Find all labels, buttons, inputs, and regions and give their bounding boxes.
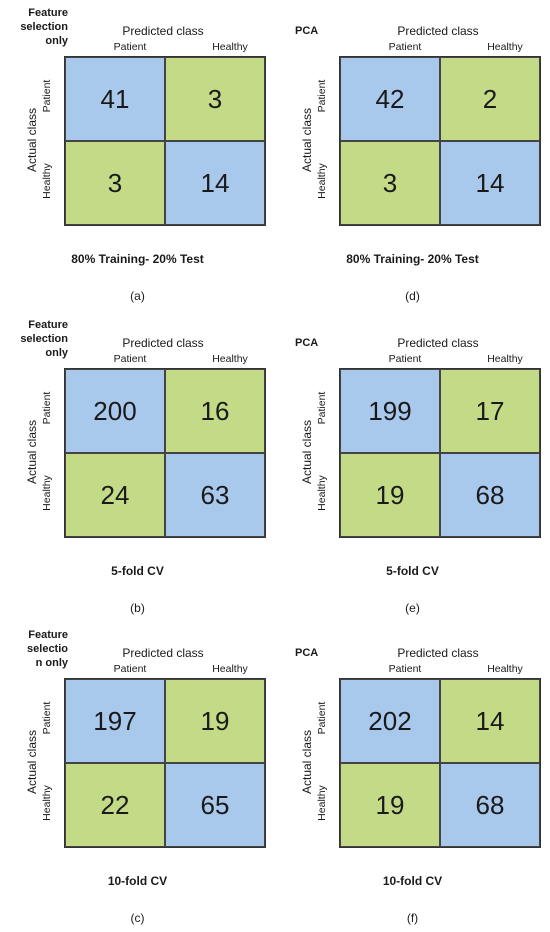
cell-true-healthy: 14 [165,141,265,225]
confusion-matrix-panel: PCA Predicted class Patient Healthy Actu… [275,622,550,932]
actual-class-label: Actual class [300,729,314,795]
actual-class-label: Actual class [25,419,39,485]
cell-false-patient: 22 [65,763,165,847]
validation-scheme-label: 5-fold CV [111,564,164,578]
panel-sublabel: (a) [130,289,145,303]
cell-false-patient: 19 [340,453,440,537]
validation-scheme-label: 80% Training- 20% Test [71,252,204,266]
cell-false-healthy: 16 [165,369,265,453]
method-label: Feature selection only [20,7,68,47]
confusion-matrix: 42 2 3 14 [339,56,541,226]
column-label-healthy: Healthy [212,663,248,675]
confusion-matrix: 202 14 19 68 [339,678,541,848]
actual-class-label: Actual class [25,729,39,795]
confusion-matrix-panel: PCA Predicted class Patient Healthy Actu… [275,312,550,622]
panel-sublabel: (d) [405,289,420,303]
cell-true-patient: 42 [340,57,440,141]
method-label: Feature selectio n only [27,629,68,669]
validation-scheme-label: 10-fold CV [382,874,443,888]
validation-scheme-label: 80% Training- 20% Test [346,252,479,266]
cell-true-healthy: 68 [440,763,540,847]
column-label-patient: Patient [388,663,422,675]
cell-true-patient: 202 [340,679,440,763]
row-label-patient: Patient [41,79,53,113]
column-label-patient: Patient [113,353,147,365]
confusion-matrix: 197 19 22 65 [64,678,266,848]
panel-sublabel: (b) [130,601,145,615]
column-label-healthy: Healthy [487,663,523,675]
cell-true-healthy: 14 [440,141,540,225]
predicted-class-header: Predicted class [397,24,479,38]
cell-false-patient: 19 [340,763,440,847]
cell-false-healthy: 14 [440,679,540,763]
actual-class-label: Actual class [300,107,314,173]
column-label-healthy: Healthy [487,41,523,53]
cell-false-patient: 24 [65,453,165,537]
confusion-matrix: 200 16 24 63 [64,368,266,538]
column-label-patient: Patient [113,41,147,53]
cell-false-healthy: 3 [165,57,265,141]
row-label-healthy: Healthy [316,785,328,821]
cell-true-healthy: 65 [165,763,265,847]
confusion-matrix-panel: Feature selectio n only Predicted class … [0,622,275,932]
row-label-healthy: Healthy [316,475,328,511]
method-label: Feature selection only [20,319,68,359]
method-label: PCA [295,647,319,659]
row-label-patient: Patient [41,391,53,425]
row-label-healthy: Healthy [41,475,53,511]
confusion-matrix: 199 17 19 68 [339,368,541,538]
validation-scheme-label: 10-fold CV [107,874,168,888]
cell-false-healthy: 2 [440,57,540,141]
row-label-healthy: Healthy [316,163,328,199]
predicted-class-header: Predicted class [122,24,204,38]
cell-true-healthy: 63 [165,453,265,537]
cell-true-patient: 197 [65,679,165,763]
column-label-patient: Patient [388,41,422,53]
cell-true-patient: 41 [65,57,165,141]
confusion-matrix-panel: Feature selection only Predicted class P… [0,312,275,622]
row-label-healthy: Healthy [41,163,53,199]
panel-sublabel: (c) [130,911,145,925]
column-label-patient: Patient [113,663,147,675]
confusion-matrix: 41 3 3 14 [64,56,266,226]
row-label-healthy: Healthy [41,785,53,821]
row-label-patient: Patient [316,701,328,735]
row-label-patient: Patient [316,79,328,113]
cell-false-patient: 3 [65,141,165,225]
method-label: PCA [295,25,319,37]
actual-class-label: Actual class [300,419,314,485]
validation-scheme-label: 5-fold CV [386,564,439,578]
cell-false-patient: 3 [340,141,440,225]
column-label-healthy: Healthy [212,353,248,365]
panel-sublabel: (e) [405,601,420,615]
method-label: PCA [295,337,319,349]
predicted-class-header: Predicted class [397,646,479,660]
confusion-matrix-panel: PCA Predicted class Patient Healthy Actu… [275,0,550,310]
confusion-matrix-panel: Feature selection only Predicted class P… [0,0,275,310]
cell-false-healthy: 19 [165,679,265,763]
predicted-class-header: Predicted class [397,336,479,350]
row-label-patient: Patient [41,701,53,735]
panel-sublabel: (f) [406,911,419,925]
column-label-patient: Patient [388,353,422,365]
cell-true-patient: 199 [340,369,440,453]
column-label-healthy: Healthy [487,353,523,365]
cell-false-healthy: 17 [440,369,540,453]
row-label-patient: Patient [316,391,328,425]
column-label-healthy: Healthy [212,41,248,53]
predicted-class-header: Predicted class [122,646,204,660]
predicted-class-header: Predicted class [122,336,204,350]
cell-true-patient: 200 [65,369,165,453]
cell-true-healthy: 68 [440,453,540,537]
actual-class-label: Actual class [25,107,39,173]
